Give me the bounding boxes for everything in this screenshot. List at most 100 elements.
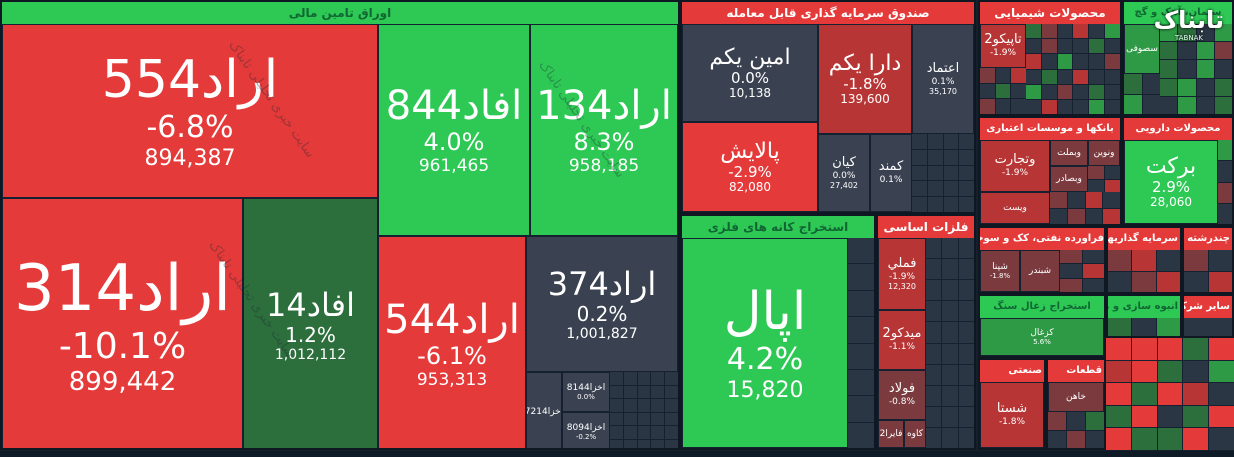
- symbol: شستا: [996, 401, 1028, 417]
- tile-khakhon[interactable]: خاهن: [1048, 382, 1104, 412]
- tile-palayesh[interactable]: پالایش -2.9% 82,080: [682, 122, 818, 212]
- tile-faiira[interactable]: فایرا2: [878, 420, 904, 448]
- sector-financing[interactable]: اوراق تامین مالی اراد554 -6.8% 894,387 ا…: [0, 0, 680, 450]
- tile-amin[interactable]: امین یکم 0.0% 10,138: [682, 24, 818, 122]
- tile-afad14[interactable]: افاد14 1.2% 1,012,112: [243, 198, 378, 448]
- small-lime-mosaic-2: [1124, 74, 1160, 114]
- symbol: شبندر: [1028, 265, 1052, 276]
- tile-shasta[interactable]: شستا -1.8%: [980, 382, 1044, 448]
- tile-tapiko[interactable]: تاپیکو2 -1.9%: [980, 24, 1026, 68]
- tile-arad314[interactable]: اراد314 -10.1% 899,442: [2, 198, 243, 448]
- sector-base-metals[interactable]: فلزات اساسی فملي -1.9% 12,320 میدکو2 -1.…: [876, 214, 976, 450]
- tile-arad554[interactable]: اراد554 -6.8% 894,387: [2, 24, 378, 198]
- sector-parts[interactable]: قطعات خاهن: [1046, 358, 1106, 450]
- tile-vpost[interactable]: ویست: [980, 192, 1050, 224]
- tile-arad134[interactable]: اراد134 8.3% 958,185: [530, 24, 678, 236]
- tile-dara[interactable]: دارا یکم -1.8% 139,600: [818, 24, 912, 134]
- symbol: وبصادر: [1056, 173, 1082, 184]
- sector-header[interactable]: محصولات شیمیایی: [980, 2, 1120, 24]
- sector-header[interactable]: صندوق سرمایه گذاری قابل معامله: [682, 2, 974, 24]
- small-etf-mosaic: [912, 134, 974, 212]
- sector-header[interactable]: اوراق تامین مالی: [2, 2, 678, 24]
- sector-header[interactable]: سایر شرکت ها: [1184, 296, 1232, 318]
- volume: 10,138: [729, 86, 771, 101]
- tile-afad844[interactable]: افاد844 4.0% 961,465: [378, 24, 530, 236]
- sector-header[interactable]: چندرشته ای صنعتی: [1184, 228, 1232, 250]
- symbol: کاوه: [906, 428, 924, 439]
- sector-header[interactable]: بانکها و موسسات اعتباری: [980, 118, 1120, 140]
- sector-header[interactable]: استخراج کانه های فلزی: [682, 216, 874, 238]
- change: 4.2%: [726, 342, 804, 377]
- tile-midko[interactable]: میدکو2 -1.1%: [878, 310, 926, 370]
- sector-pharma[interactable]: محصولات دارویی برکت 2.9% 28,060: [1122, 116, 1234, 226]
- sector-header[interactable]: محصولات دارویی: [1124, 118, 1232, 140]
- sector-chemicals[interactable]: محصولات شیمیایی تاپیکو2 -1.9%: [978, 0, 1122, 116]
- sector-lime[interactable]: سیمان، آهک و گچ سصوفی تابناک TABNAK: [1122, 0, 1234, 116]
- small-chem-mosaic-2: [980, 68, 1026, 114]
- volume: 139,600: [840, 92, 890, 107]
- tile-kian[interactable]: کیان 0.0% 27,402: [818, 134, 870, 212]
- volume: 1,012,112: [274, 346, 347, 363]
- tile-vbemellat[interactable]: وبملت: [1050, 140, 1088, 166]
- tile-arad544[interactable]: اراد544 -6.1% 953,313: [378, 236, 526, 448]
- sector-other[interactable]: سایر شرکت ها: [1182, 294, 1234, 338]
- sector-header[interactable]: سیمان، آهک و گچ: [1124, 2, 1232, 24]
- sector-etf[interactable]: صندوق سرمایه گذاری قابل معامله امین یکم …: [680, 0, 976, 214]
- symbol: تاپیکو2: [984, 32, 1022, 48]
- sector-header[interactable]: استخراج زغال سنگ: [980, 296, 1104, 318]
- sector-header[interactable]: فلزات اساسی: [878, 216, 974, 238]
- symbol: سصوفی: [1126, 43, 1158, 54]
- tile-akhza7214[interactable]: اخزا7214: [526, 372, 562, 448]
- change: 5.6%: [1033, 338, 1051, 347]
- small-contracting-mosaic: [1108, 318, 1180, 336]
- change: -1.9%: [989, 48, 1017, 59]
- small-pharma-mosaic: [1218, 140, 1232, 224]
- tile-apal[interactable]: اپال 4.2% 15,820: [682, 238, 848, 448]
- sector-banks[interactable]: بانکها و موسسات اعتباری وتجارت -1.9% وبم…: [978, 116, 1122, 226]
- sector-header[interactable]: صنعتی: [980, 360, 1044, 382]
- symbol: وتجارت: [994, 152, 1036, 168]
- tile-sesofi[interactable]: سصوفی: [1124, 24, 1160, 74]
- tile-fameli[interactable]: فملي -1.9% 12,320: [878, 238, 926, 310]
- logo-name: تابناک: [1153, 6, 1224, 34]
- tile-shbandar[interactable]: شبندر: [1020, 250, 1060, 292]
- tile-arad374[interactable]: اراد374 0.2% 1,001,827: [526, 236, 678, 372]
- sector-industry[interactable]: صنعتی شستا -1.8%: [978, 358, 1046, 450]
- tile-vnovin[interactable]: ونوین: [1088, 140, 1120, 166]
- sector-header[interactable]: سرمایه گذاریها: [1108, 228, 1180, 250]
- tile-shapna[interactable]: شپنا -1.8%: [980, 250, 1020, 292]
- sector-contracting[interactable]: انبوه سازی و مستغلات: [1106, 294, 1182, 338]
- tile-kave[interactable]: کاوه: [904, 420, 926, 448]
- sector-header[interactable]: انبوه سازی و مستغلات: [1108, 296, 1180, 318]
- sector-header[interactable]: قطعات: [1048, 360, 1104, 382]
- small-metals-mosaic: [926, 238, 974, 448]
- tile-akhza8094[interactable]: اخزا8094 -0.2%: [562, 412, 610, 448]
- change: -6.1%: [417, 342, 487, 371]
- change: -10.1%: [58, 326, 187, 368]
- tile-kazghal[interactable]: کزغال 5.6%: [980, 318, 1104, 356]
- sector-coal[interactable]: استخراج زغال سنگ کزغال 5.6%: [978, 294, 1106, 358]
- sector-multi[interactable]: چندرشته ای صنعتی: [1182, 226, 1234, 294]
- tile-vbsader[interactable]: وبصادر: [1050, 166, 1088, 192]
- change: -1.8%: [989, 272, 1011, 281]
- volume: 12,320: [888, 282, 916, 292]
- tile-etemad[interactable]: اعتماد 0.1% 35,170: [912, 24, 974, 134]
- tile-akhza8144[interactable]: اخزا8144 0.0%: [562, 372, 610, 412]
- volume: 1,001,827: [566, 325, 638, 342]
- sector-investment[interactable]: سرمایه گذاریها: [1106, 226, 1182, 294]
- tile-kamand[interactable]: کمند 0.1%: [870, 134, 912, 212]
- symbol: کمند: [878, 159, 904, 175]
- change: 0.0%: [832, 170, 856, 181]
- sector-metal-ore[interactable]: استخراج کانه های فلزی اپال 4.2% 15,820: [680, 214, 876, 450]
- sector-oil[interactable]: فراورده نفتی، کک و سوخت هسته ای شپنا -1.…: [978, 226, 1106, 294]
- symbol: اراد134: [536, 83, 672, 130]
- tile-vtejarat[interactable]: وتجارت -1.9%: [980, 140, 1050, 192]
- sector-header[interactable]: فراورده نفتی، کک و سوخت هسته ای: [980, 228, 1104, 250]
- small-bonds-mosaic: [610, 372, 678, 448]
- tile-barkat[interactable]: برکت 2.9% 28,060: [1124, 140, 1218, 224]
- symbol: اپال: [723, 282, 807, 343]
- volume: 953,313: [416, 370, 488, 391]
- tile-foolad[interactable]: فولاد -0.8%: [878, 370, 926, 420]
- change: 0.2%: [576, 301, 628, 326]
